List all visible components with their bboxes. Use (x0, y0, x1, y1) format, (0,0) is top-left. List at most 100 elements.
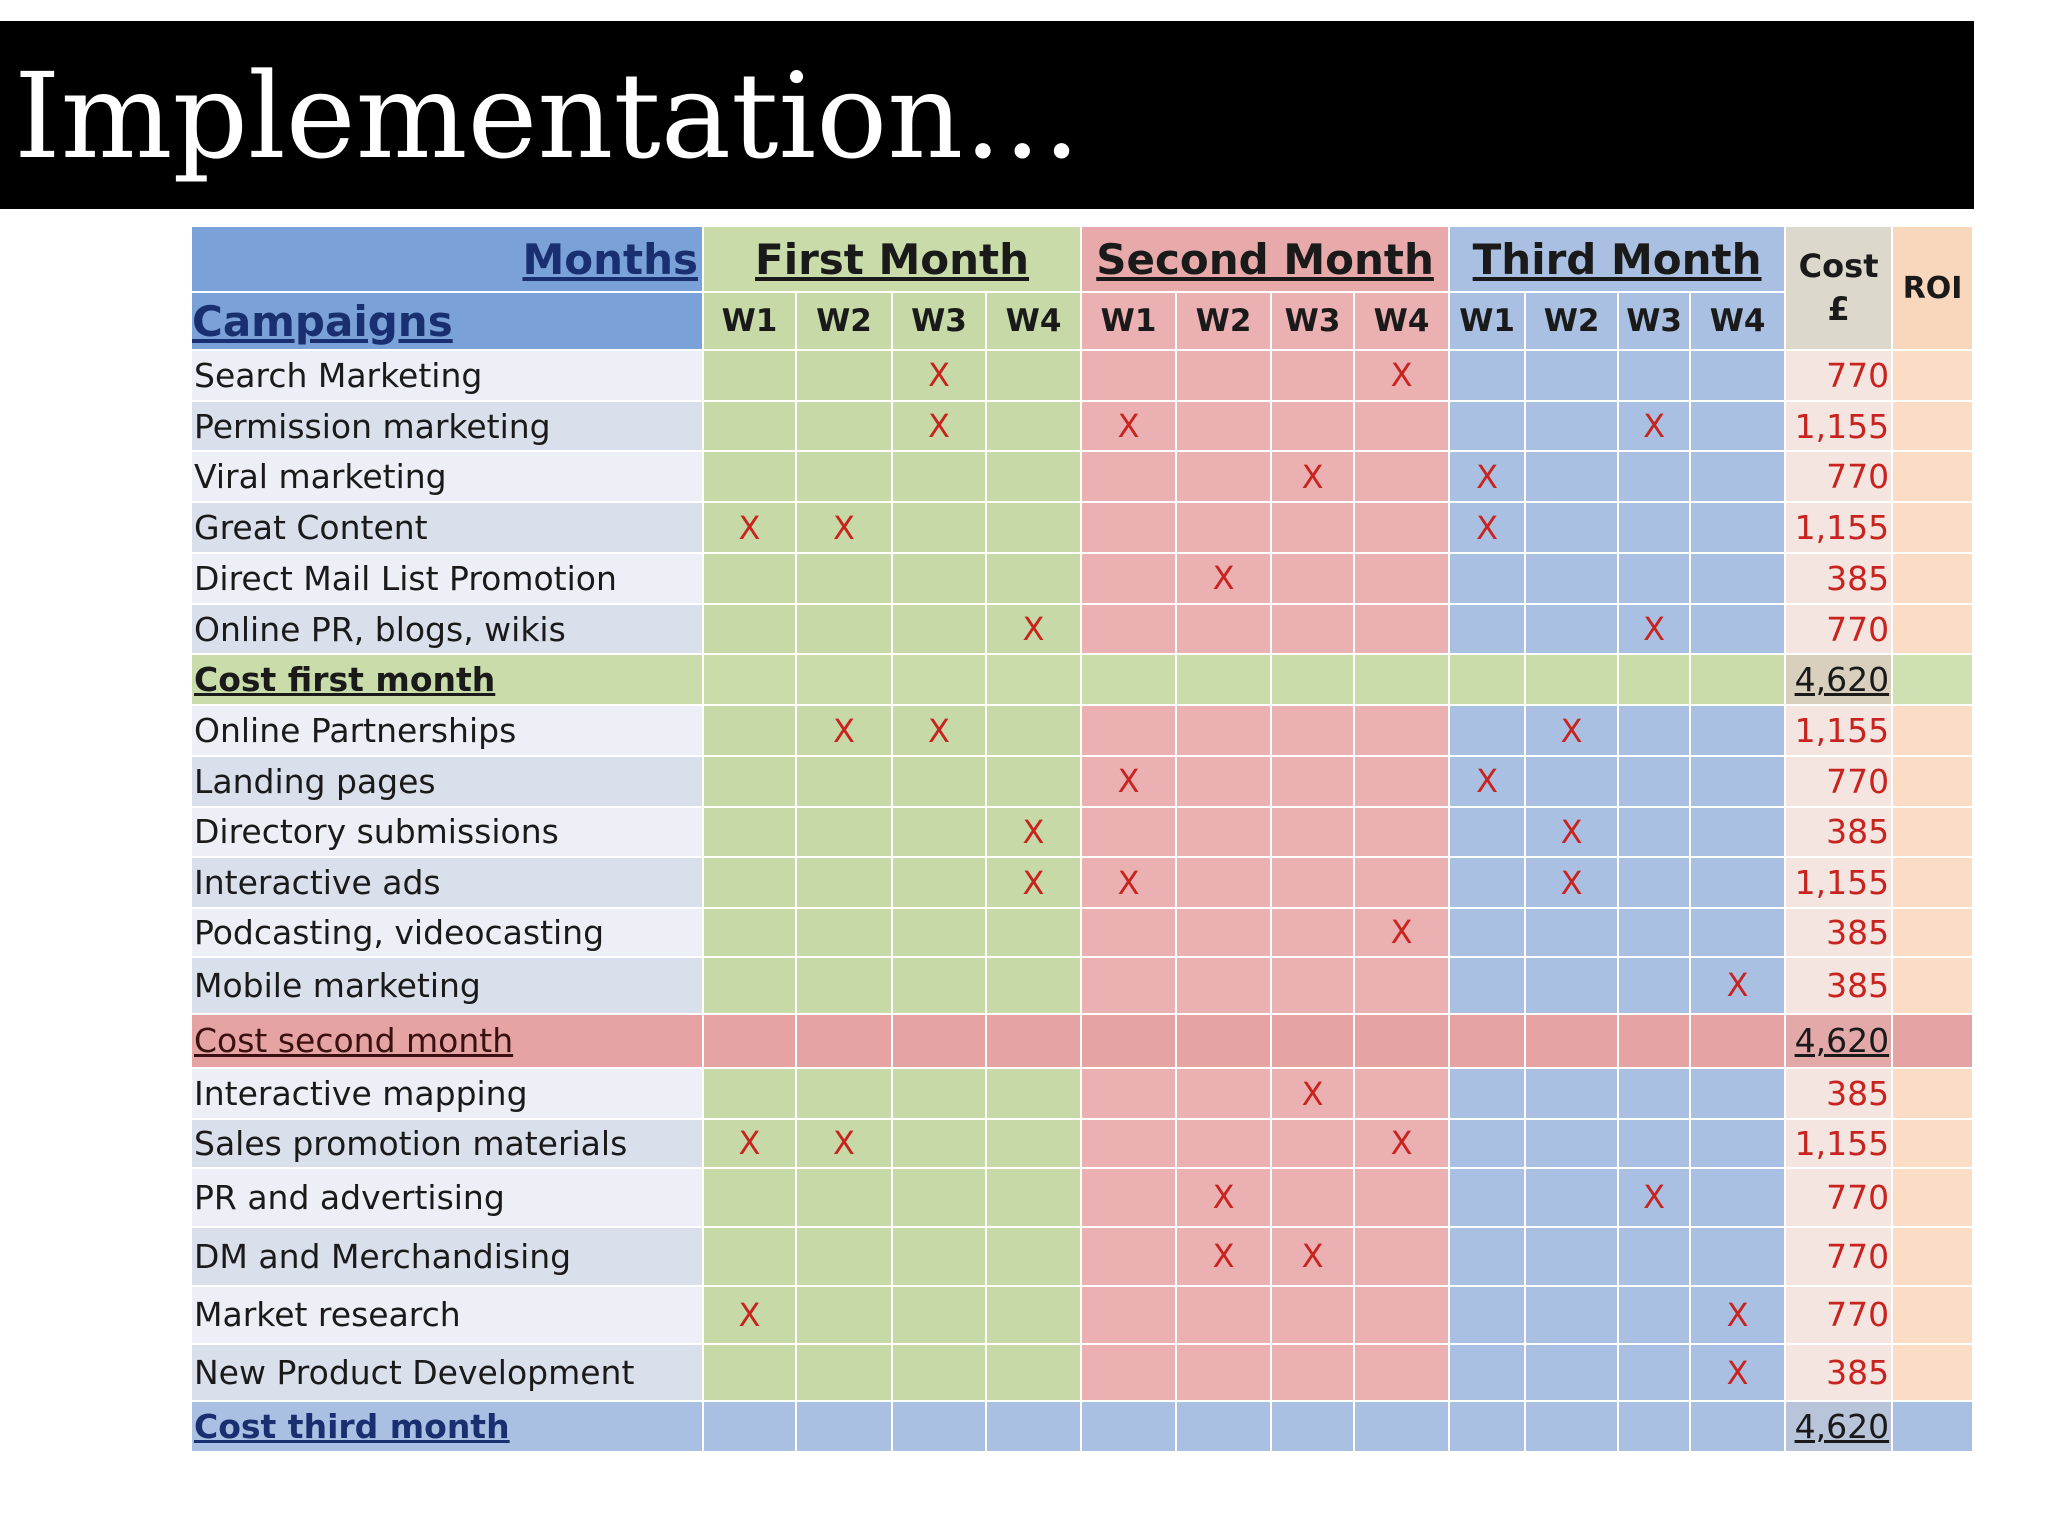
schedule-cell (891, 805, 987, 859)
schedule-cell (1617, 501, 1692, 554)
schedule-mark: X (1448, 501, 1527, 554)
schedule-cell (1689, 1225, 1787, 1287)
table-row: Viral marketing X X 770 (190, 450, 1975, 504)
cost-value: 1,155 (1784, 501, 1894, 554)
schedule-cell (1353, 551, 1451, 605)
campaign-label: Direct Mail List Promotion (190, 551, 704, 605)
schedule-cell (1270, 805, 1356, 859)
campaign-label: Market research (190, 1284, 704, 1346)
schedule-mark: X (1080, 399, 1178, 453)
schedule-cell (1617, 1343, 1692, 1403)
roi-cell (1891, 399, 1975, 453)
schedule-cell (1175, 1118, 1273, 1169)
schedule-cell (1353, 1225, 1451, 1287)
table-row: Landing pages X X 770 (190, 754, 1975, 808)
schedule-cell (1175, 1012, 1273, 1070)
schedule-cell (1270, 1343, 1356, 1403)
week-header: W4 (1353, 291, 1451, 351)
schedule-cell (1689, 754, 1787, 808)
schedule-cell (1080, 602, 1178, 656)
roi-cell (1891, 1166, 1975, 1228)
week-header: W2 (1175, 291, 1273, 351)
table-row: DM and Merchandising X X 770 (190, 1225, 1975, 1287)
schedule-cell (1353, 450, 1451, 504)
schedule-cell (1448, 856, 1527, 910)
schedule-cell (984, 704, 1083, 757)
schedule-cell (984, 1225, 1083, 1287)
schedule-cell (795, 602, 893, 656)
schedule-cell (1353, 1343, 1451, 1403)
schedule-cell (702, 907, 797, 958)
schedule-cell (1080, 907, 1178, 958)
roi-cell (1891, 805, 1975, 859)
schedule-cell (984, 1012, 1083, 1070)
schedule-cell (1080, 704, 1178, 757)
campaign-label: Great Content (190, 501, 704, 554)
schedule-cell (1617, 955, 1692, 1015)
schedule-mark: X (702, 1284, 797, 1346)
schedule-cell (891, 1067, 987, 1121)
schedule-cell (1080, 551, 1178, 605)
schedule-cell (1353, 501, 1451, 554)
schedule-cell (1353, 955, 1451, 1015)
schedule-cell (795, 1400, 893, 1453)
schedule-cell (984, 551, 1083, 605)
schedule-cell (702, 754, 797, 808)
table-row: Directory submissions X X 385 (190, 805, 1975, 859)
schedule-cell (984, 450, 1083, 504)
schedule-cell (1689, 1067, 1787, 1121)
schedule-cell (1689, 1400, 1787, 1453)
schedule-cell (984, 1343, 1083, 1403)
schedule-cell (984, 349, 1083, 402)
schedule-cell (795, 1225, 893, 1287)
schedule-cell (1689, 907, 1787, 958)
schedule-cell (1080, 1118, 1178, 1169)
schedule-cell (1524, 602, 1620, 656)
third-month-header: Third Month (1448, 225, 1787, 293)
schedule-cell (1524, 551, 1620, 605)
cost-value: 1,155 (1784, 856, 1894, 910)
schedule-cell (1175, 704, 1273, 757)
schedule-cell (795, 1343, 893, 1403)
campaign-label: Permission marketing (190, 399, 704, 453)
schedule-mark: X (1353, 349, 1451, 402)
schedule-cell (984, 501, 1083, 554)
schedule-cell (795, 1012, 893, 1070)
schedule-cell (1175, 1284, 1273, 1346)
campaign-label: Interactive ads (190, 856, 704, 910)
schedule-cell (702, 805, 797, 859)
cost-header-currency: £ (1827, 290, 1850, 328)
schedule-cell (1353, 399, 1451, 453)
schedule-cell (1175, 602, 1273, 656)
total-cost-value: 4,620 (1784, 1012, 1894, 1070)
schedule-cell (1175, 754, 1273, 808)
schedule-cell (702, 1225, 797, 1287)
schedule-cell (1689, 450, 1787, 504)
schedule-mark: X (1524, 704, 1620, 757)
schedule-cell (1175, 450, 1273, 504)
roi-cell (1891, 907, 1975, 958)
schedule-mark: X (795, 1118, 893, 1169)
schedule-cell (1080, 1225, 1178, 1287)
first-month-header: First Month (701, 225, 1083, 293)
schedule-cell (702, 1067, 797, 1121)
campaign-label: Directory submissions (190, 805, 704, 859)
schedule-cell (1448, 1166, 1527, 1228)
schedule-mark: X (702, 1118, 797, 1169)
schedule-cell (1524, 1166, 1620, 1228)
schedule-cell (1524, 1400, 1620, 1453)
table-row: Online Partnerships X X X 1,155 (190, 704, 1975, 757)
schedule-cell (891, 907, 987, 958)
schedule-cell (1617, 1400, 1692, 1453)
schedule-cell (795, 399, 893, 453)
schedule-cell (1080, 349, 1178, 402)
schedule-mark: X (1524, 856, 1620, 910)
schedule-cell (891, 1343, 987, 1403)
schedule-cell (1270, 551, 1356, 605)
schedule-mark: X (1353, 907, 1451, 958)
schedule-cell (1689, 805, 1787, 859)
schedule-cell (795, 754, 893, 808)
schedule-cell (1080, 501, 1178, 554)
schedule-cell (1080, 955, 1178, 1015)
schedule-cell (1448, 805, 1527, 859)
